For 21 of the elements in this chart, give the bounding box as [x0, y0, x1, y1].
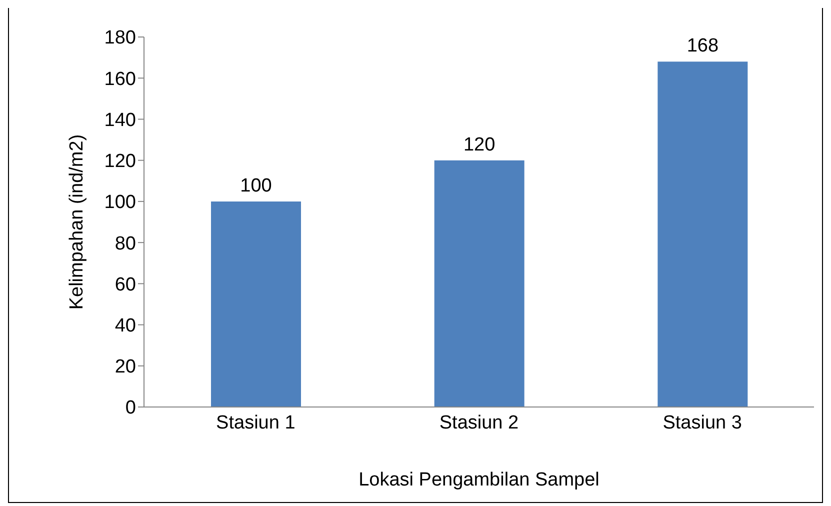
y-tick-label: 80 — [114, 233, 136, 254]
y-tick-label: 40 — [114, 316, 136, 337]
y-tick-label: 0 — [125, 398, 136, 419]
y-axis-title: Kelimpahan (ind/m2) — [66, 134, 88, 310]
x-axis-title: Lokasi Pengambilan Sampel — [358, 469, 600, 490]
x-tick-label: Stasiun 1 — [216, 412, 296, 434]
y-tick-label: 60 — [114, 274, 136, 296]
bar — [658, 62, 748, 407]
data-label: 100 — [240, 175, 272, 196]
y-tick-label: 20 — [114, 356, 136, 378]
y-tick-label: 160 — [104, 68, 136, 90]
x-tick-label: Stasiun 3 — [662, 412, 742, 434]
y-tick-label: 140 — [104, 110, 136, 131]
y-tick-label: 100 — [104, 192, 136, 214]
bar — [211, 201, 301, 407]
y-tick-label: 120 — [104, 151, 136, 172]
y-tick-label: 180 — [104, 28, 136, 49]
bar — [434, 160, 524, 407]
x-tick-label: Stasiun 2 — [439, 412, 519, 434]
data-label: 168 — [686, 36, 719, 57]
data-label: 120 — [463, 134, 496, 156]
